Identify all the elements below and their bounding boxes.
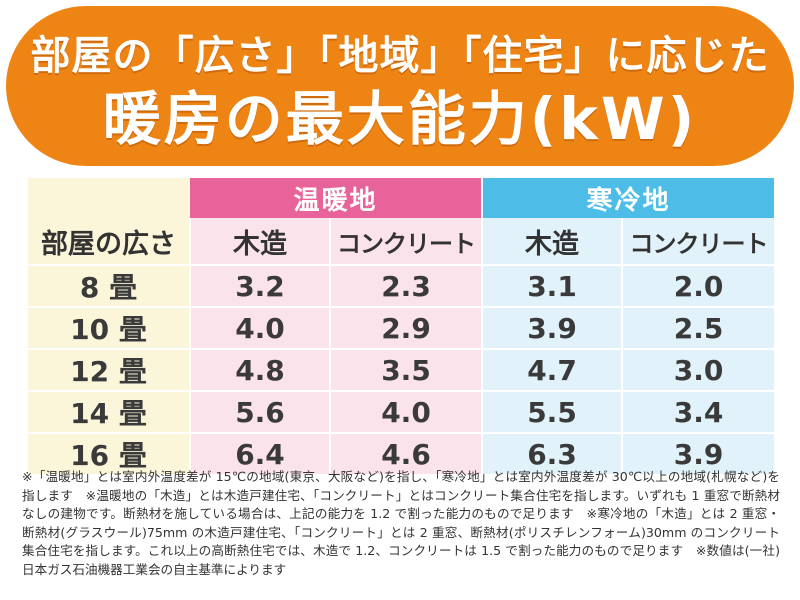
room-size-cell: 12 畳: [28, 348, 190, 391]
table-row: 8 畳 3.2 2.3 3.1 2.0: [28, 264, 775, 307]
room-size-cell: 10 畳: [28, 306, 190, 349]
warm-wood-cell: 5.6: [189, 390, 330, 433]
footnote: ※「温暖地」とは室内外温度差が 15℃の地域(東京、大阪など)を指し、「寒冷地」…: [22, 469, 780, 577]
cold-wood-cell: 4.7: [481, 348, 623, 391]
cold-wood-cell: 6.3: [481, 432, 623, 474]
table-row: 14 畳 5.6 4.0 5.5 3.4: [28, 390, 775, 433]
warm-region-header: 温暖地: [190, 178, 484, 218]
table-row: 10 畳 4.0 2.9 3.9 2.5: [28, 306, 775, 349]
cold-concrete-header: コンクリート: [621, 218, 775, 265]
title-banner: 部屋の「広さ」「地域」「住宅」に応じた 暖房の最大能力(kW): [6, 6, 794, 166]
cold-wood-cell: 5.5: [481, 390, 623, 433]
cold-region-header: 寒冷地: [482, 178, 775, 218]
warm-concrete-header: コンクリート: [328, 218, 483, 265]
region-header-row: 温暖地 寒冷地: [28, 178, 775, 218]
room-size-cell: 14 畳: [28, 390, 190, 433]
warm-concrete-cell: 2.3: [328, 264, 483, 307]
table-row: 12 畳 4.8 3.5 4.7 3.0: [28, 348, 775, 391]
corner-cell: [28, 178, 190, 218]
column-header-row: 部屋の広さ 木造 コンクリート 木造 コンクリート: [28, 218, 775, 265]
warm-wood-cell: 6.4: [189, 432, 330, 474]
cold-wood-cell: 3.9: [481, 306, 623, 349]
cold-wood-header: 木造: [481, 218, 623, 265]
capacity-table-wrapper: 温暖地 寒冷地 部屋の広さ 木造 コンクリート 木造 コンクリート 8 畳 3.…: [28, 178, 775, 474]
warm-concrete-cell: 2.9: [328, 306, 483, 349]
table-row: 16 畳 6.4 4.6 6.3 3.9: [28, 432, 775, 474]
room-size-header: 部屋の広さ: [28, 218, 190, 265]
cold-concrete-cell: 2.5: [621, 306, 775, 349]
title-line-2: 暖房の最大能力(kW): [102, 85, 698, 153]
warm-wood-header: 木造: [189, 218, 330, 265]
cold-concrete-cell: 3.0: [621, 348, 775, 391]
warm-wood-cell: 3.2: [189, 264, 330, 307]
room-size-cell: 16 畳: [28, 432, 190, 474]
title-line-1: 部屋の「広さ」「地域」「住宅」に応じた: [30, 33, 770, 79]
capacity-table: 温暖地 寒冷地 部屋の広さ 木造 コンクリート 木造 コンクリート 8 畳 3.…: [28, 178, 775, 474]
warm-concrete-cell: 4.0: [328, 390, 483, 433]
warm-concrete-cell: 3.5: [328, 348, 483, 391]
room-size-cell: 8 畳: [28, 264, 190, 307]
cold-wood-cell: 3.1: [481, 264, 623, 307]
warm-wood-cell: 4.0: [189, 306, 330, 349]
warm-wood-cell: 4.8: [189, 348, 330, 391]
warm-concrete-cell: 4.6: [328, 432, 483, 474]
cold-concrete-cell: 3.4: [621, 390, 775, 433]
cold-concrete-cell: 2.0: [621, 264, 775, 307]
cold-concrete-cell: 3.9: [621, 432, 775, 474]
